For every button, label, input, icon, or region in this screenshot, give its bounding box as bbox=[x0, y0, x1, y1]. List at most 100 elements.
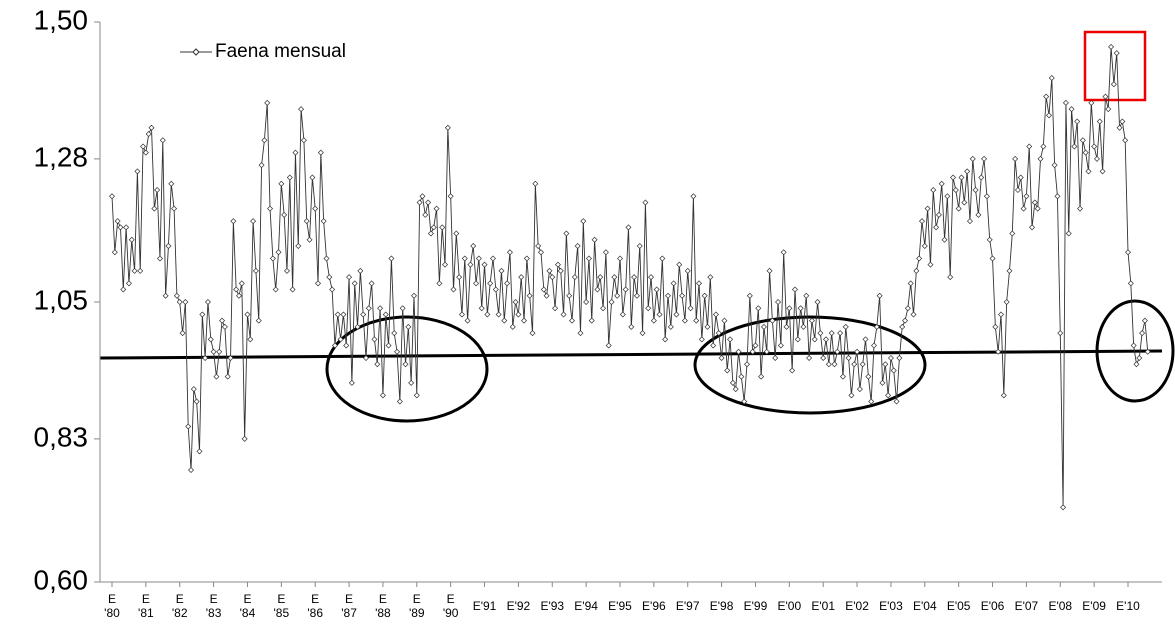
data-point bbox=[484, 311, 491, 318]
data-point bbox=[1116, 124, 1123, 131]
data-point bbox=[907, 280, 914, 287]
data-point bbox=[837, 330, 844, 337]
data-point bbox=[577, 330, 584, 337]
data-point bbox=[123, 224, 130, 231]
data-point bbox=[365, 305, 372, 312]
data-point bbox=[763, 348, 770, 355]
data-point bbox=[247, 336, 254, 343]
data-point bbox=[391, 330, 398, 337]
data-point bbox=[729, 379, 736, 386]
data-point bbox=[625, 224, 632, 231]
data-point bbox=[803, 292, 810, 299]
data-point bbox=[1125, 249, 1131, 256]
data-point bbox=[379, 392, 386, 399]
data-point bbox=[868, 398, 875, 405]
x-tick-label: E'04 bbox=[912, 599, 937, 613]
data-point bbox=[176, 299, 183, 305]
data-point bbox=[653, 286, 660, 293]
data-point bbox=[109, 193, 115, 200]
data-point bbox=[950, 174, 957, 181]
data-point bbox=[614, 292, 621, 299]
x-tick-label: E '80 bbox=[104, 592, 120, 620]
data-point bbox=[128, 236, 135, 243]
data-point bbox=[981, 155, 988, 162]
data-point bbox=[899, 323, 906, 330]
data-point bbox=[1096, 118, 1103, 125]
data-point bbox=[735, 348, 742, 355]
data-point bbox=[549, 274, 556, 281]
x-tick-label: E'99 bbox=[743, 599, 768, 613]
data-point bbox=[490, 255, 496, 262]
data-point bbox=[337, 336, 344, 343]
data-point bbox=[659, 255, 666, 262]
data-point bbox=[791, 286, 798, 293]
data-point bbox=[935, 211, 942, 218]
data-point bbox=[1009, 230, 1016, 237]
x-tick-label: E '86 bbox=[307, 592, 323, 620]
data-point bbox=[1108, 43, 1115, 50]
data-point bbox=[382, 311, 389, 318]
data-point bbox=[631, 274, 638, 281]
data-point bbox=[394, 348, 401, 355]
data-point bbox=[650, 317, 657, 324]
data-point bbox=[789, 367, 796, 374]
data-point bbox=[526, 292, 533, 299]
data-point bbox=[628, 323, 635, 330]
data-point bbox=[145, 131, 152, 137]
data-point bbox=[1017, 174, 1024, 181]
data-point bbox=[142, 149, 149, 156]
data-point bbox=[436, 280, 443, 287]
data-point bbox=[642, 199, 649, 206]
data-point bbox=[732, 386, 739, 393]
y-tick-label: 0,60 bbox=[34, 564, 89, 595]
data-point bbox=[825, 361, 832, 368]
data-point bbox=[140, 143, 147, 150]
data-point bbox=[272, 286, 279, 293]
x-tick-label: E'92 bbox=[506, 599, 531, 613]
series-line bbox=[111, 46, 1149, 508]
data-point bbox=[396, 398, 403, 405]
legend-label: Faena mensual bbox=[215, 41, 346, 62]
data-point bbox=[467, 261, 474, 268]
data-point bbox=[633, 292, 640, 299]
data-point bbox=[557, 267, 564, 274]
data-point bbox=[639, 330, 646, 337]
data-point bbox=[473, 280, 480, 287]
data-point bbox=[202, 355, 209, 361]
data-point bbox=[532, 180, 539, 187]
data-point bbox=[856, 386, 863, 393]
data-point bbox=[955, 205, 962, 212]
data-point bbox=[904, 305, 911, 312]
data-point bbox=[125, 280, 132, 287]
data-point bbox=[286, 174, 293, 181]
data-point bbox=[117, 224, 124, 231]
data-point bbox=[506, 249, 513, 256]
data-point bbox=[159, 137, 166, 144]
data-point bbox=[871, 342, 877, 349]
x-tick-label: E '82 bbox=[171, 592, 188, 620]
data-point bbox=[718, 355, 725, 361]
data-point bbox=[238, 280, 245, 287]
data-point bbox=[1043, 93, 1050, 100]
data-point bbox=[817, 330, 824, 337]
data-point bbox=[422, 211, 429, 218]
x-tick-label: E'05 bbox=[946, 599, 971, 613]
data-point bbox=[120, 286, 127, 293]
data-point bbox=[721, 317, 728, 324]
data-point bbox=[255, 317, 262, 324]
data-point bbox=[281, 211, 288, 218]
data-point bbox=[794, 336, 801, 343]
data-point bbox=[300, 137, 307, 144]
x-tick-label: E'91 bbox=[472, 599, 497, 613]
data-point bbox=[845, 355, 852, 361]
trend-line bbox=[99, 349, 1163, 360]
data-point bbox=[292, 149, 299, 156]
data-point bbox=[230, 218, 237, 225]
data-point bbox=[560, 311, 567, 318]
highlight-box bbox=[1083, 30, 1147, 102]
x-tick-label: E '87 bbox=[341, 592, 357, 620]
data-point bbox=[402, 361, 409, 368]
data-point bbox=[554, 261, 561, 268]
data-point bbox=[667, 323, 674, 330]
data-point bbox=[597, 274, 604, 281]
